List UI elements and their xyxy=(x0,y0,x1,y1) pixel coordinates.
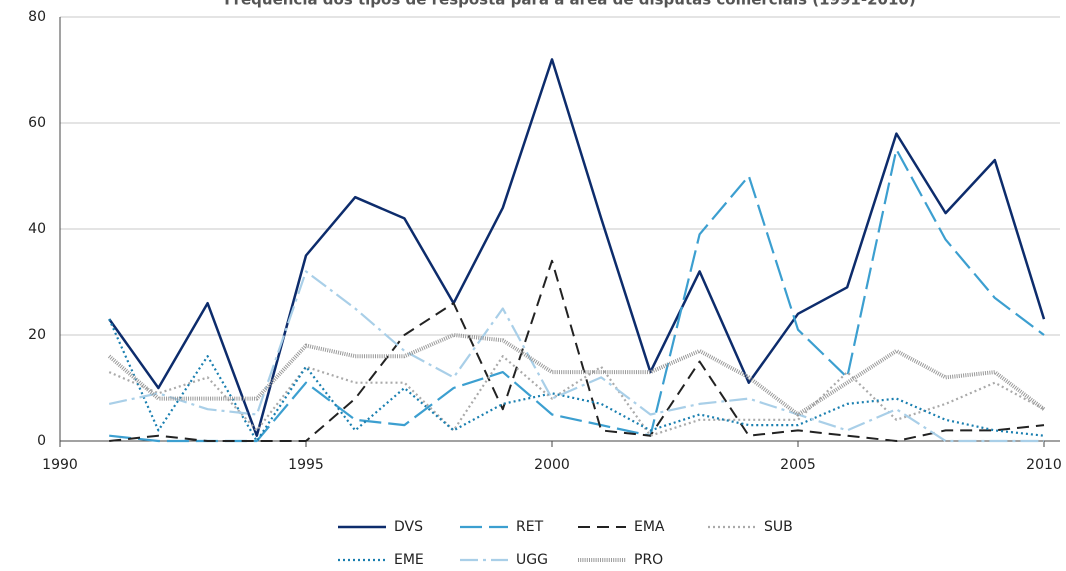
y-tick-label: 0 xyxy=(37,433,46,449)
line-series xyxy=(107,333,1046,417)
legend-label: DVS xyxy=(394,519,423,535)
chart-title: Frequência dos tipos de resposta para a … xyxy=(224,0,915,9)
line-series xyxy=(109,148,1045,443)
y-tick-label: 20 xyxy=(28,327,46,343)
line-series xyxy=(109,259,1045,442)
x-tick-label: 1990 xyxy=(42,457,78,473)
y-tick-label: 40 xyxy=(28,221,46,237)
y-tick-label: 80 xyxy=(28,9,46,25)
legend-label: EME xyxy=(394,552,424,568)
line-series xyxy=(108,270,1044,443)
y-tick-label: 60 xyxy=(28,115,46,131)
legend-label: PRO xyxy=(634,552,663,568)
x-tick-label: 2005 xyxy=(780,457,816,473)
legend-label: UGG xyxy=(516,552,548,568)
line-series xyxy=(108,355,1045,437)
x-tick-label: 2000 xyxy=(534,457,570,473)
legend-label: RET xyxy=(516,519,544,535)
legend-label: EMA xyxy=(634,519,665,535)
line-series xyxy=(108,318,1045,443)
x-tick-label: 1995 xyxy=(288,457,324,473)
line-series xyxy=(108,58,1046,437)
x-tick-label: 2010 xyxy=(1026,457,1062,473)
legend-label: SUB xyxy=(764,519,793,535)
